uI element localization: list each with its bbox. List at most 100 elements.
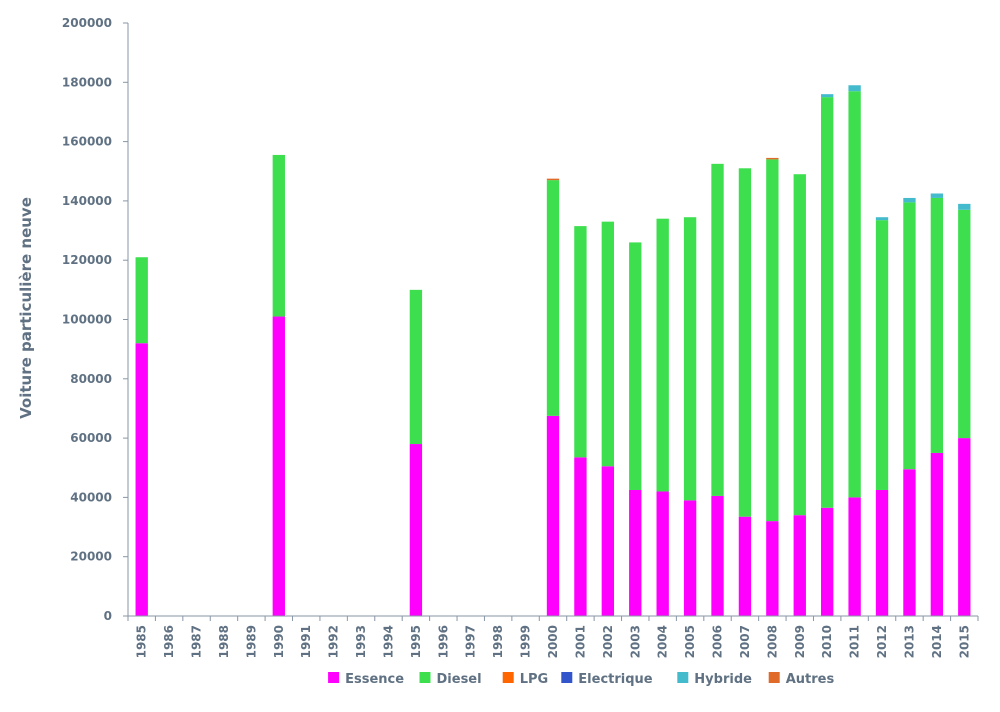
legend-label: Essence — [345, 672, 404, 687]
bar-autres-2008 — [766, 157, 779, 160]
legend-label: Hybride — [694, 672, 752, 687]
bar-diesel-1995 — [409, 289, 423, 445]
x-tick-label: 1989 — [244, 625, 258, 658]
bar-diesel-2004 — [656, 218, 669, 492]
x-tick-label: 2007 — [738, 625, 752, 658]
y-axis-ticks: 0 20000 40000 60000 80000 100000 120000 140000 1… — [62, 16, 128, 623]
legend-swatch — [502, 672, 514, 683]
x-tick-label: 1997 — [464, 625, 478, 658]
legend-item-autres: Autres — [768, 672, 834, 687]
y-tick-label: 20000 — [70, 550, 112, 564]
x-tick-label: 1987 — [190, 625, 204, 658]
x-tick-label: 1998 — [491, 625, 505, 658]
bar-essence-1985 — [135, 343, 148, 616]
legend-item-hybride: Hybride — [677, 672, 752, 687]
x-tick-label: 2001 — [573, 625, 587, 658]
legend-label: Diesel — [437, 672, 482, 687]
bar-diesel-2008 — [766, 159, 779, 522]
x-tick-label: 2009 — [793, 625, 807, 658]
y-tick-label: 60000 — [70, 431, 112, 445]
x-tick-label: 2010 — [820, 625, 834, 658]
bar-diesel-2009 — [793, 174, 806, 516]
x-tick-label: 2000 — [546, 625, 560, 658]
bar-essence-2004 — [656, 491, 669, 616]
bar-diesel-1990 — [272, 154, 285, 317]
x-tick-label: 1995 — [409, 625, 423, 658]
bar-essence-1995 — [409, 444, 423, 616]
bar-hybride-2010 — [821, 94, 834, 98]
legend-label: Electrique — [578, 672, 653, 687]
legend-swatch — [561, 672, 573, 683]
x-tick-label: 2015 — [957, 625, 971, 658]
x-tick-label: 2002 — [601, 625, 615, 658]
legend-label: LPG — [520, 672, 548, 687]
bar-diesel-2005 — [683, 217, 697, 501]
bar-diesel-2011 — [848, 91, 861, 498]
x-tick-label: 1999 — [519, 625, 533, 658]
x-axis-ticks: 1985 1986 1987 1988 1989 1990 1991 1992 1993 1994… — [127, 616, 979, 658]
bar-diesel-2001 — [574, 226, 587, 458]
x-tick-label: 2011 — [848, 625, 862, 658]
x-tick-label: 1991 — [299, 625, 313, 658]
x-tick-label: 2012 — [875, 625, 889, 658]
x-tick-label: 2006 — [711, 625, 725, 658]
legend-item-diesel: Diesel — [419, 672, 482, 687]
x-tick-label: 1994 — [381, 625, 395, 658]
y-tick-label: 0 — [104, 609, 112, 623]
bar-essence-2010 — [821, 507, 834, 616]
legend-swatch — [768, 672, 780, 683]
bar-essence-2003 — [629, 489, 642, 616]
bar-diesel-2006 — [711, 163, 724, 496]
bar-hybride-2012 — [875, 217, 889, 221]
legend-item-lpg: LPG — [502, 672, 548, 687]
y-tick-label: 160000 — [62, 135, 112, 149]
bar-essence-2001 — [574, 457, 587, 616]
x-tick-label: 2014 — [930, 625, 944, 658]
bar-diesel-2013 — [903, 202, 916, 470]
bar-essence-2015 — [958, 438, 971, 616]
bar-diesel-2010 — [821, 97, 834, 508]
y-tick-label: 140000 — [62, 194, 112, 208]
bar-essence-2011 — [848, 497, 861, 616]
bar-essence-2008 — [766, 521, 779, 616]
bar-essence-2013 — [903, 469, 916, 616]
x-tick-label: 2003 — [628, 625, 642, 658]
legend-item-essence: Essence — [328, 672, 404, 687]
x-tick-label: 2008 — [765, 625, 779, 658]
y-tick-label: 40000 — [70, 490, 112, 504]
bar-diesel-2014 — [930, 197, 944, 453]
bar-diesel-2007 — [738, 168, 752, 517]
bar-essence-2007 — [738, 516, 752, 616]
bar-diesel-2015 — [958, 209, 971, 439]
x-tick-label: 1996 — [436, 625, 450, 658]
x-tick-label: 1993 — [354, 625, 368, 658]
bar-essence-2002 — [601, 466, 615, 616]
x-tick-label: 1988 — [217, 625, 231, 658]
y-tick-label: 80000 — [70, 372, 112, 386]
bar-hybride-2013 — [903, 197, 916, 203]
bar-diesel-2000 — [546, 180, 560, 416]
bar-essence-2006 — [711, 495, 724, 616]
bar-essence-1990 — [272, 316, 285, 616]
legend-swatch — [328, 672, 340, 683]
bar-essence-2014 — [930, 452, 944, 616]
bars-group — [135, 85, 971, 616]
bar-diesel-1985 — [135, 257, 148, 344]
bar-autres-2000 — [546, 178, 560, 181]
bar-essence-2000 — [546, 415, 560, 616]
y-tick-label: 100000 — [62, 313, 112, 327]
bar-essence-2005 — [683, 500, 697, 616]
bar-hybride-2011 — [848, 85, 861, 92]
x-tick-label: 1992 — [327, 625, 341, 658]
bar-diesel-2002 — [601, 221, 615, 467]
bar-essence-2009 — [793, 515, 806, 616]
legend: Essence Diesel LPG Electrique Hybride Autres — [328, 672, 834, 687]
y-axis-title: Voiture particulière neuve — [17, 197, 35, 419]
x-tick-label: 2005 — [683, 625, 697, 658]
y-tick-label: 120000 — [62, 253, 112, 267]
legend-swatch — [419, 672, 431, 683]
x-tick-label: 1986 — [162, 625, 176, 658]
x-tick-label: 1985 — [135, 625, 149, 658]
x-tick-label: 1990 — [272, 625, 286, 658]
